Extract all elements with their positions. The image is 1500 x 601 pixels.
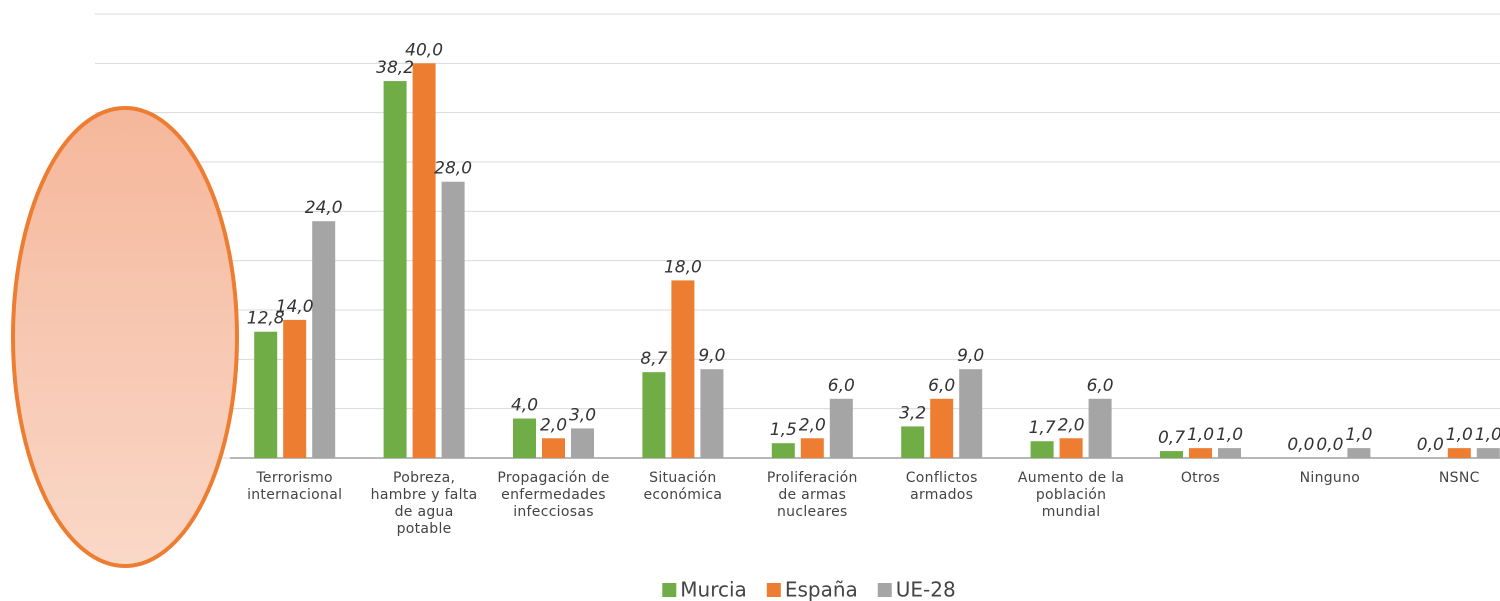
data-label: 0,0: [1417, 435, 1444, 455]
x-tick-label: Aumento de la población mundial: [1017, 470, 1125, 520]
bar: [1189, 448, 1212, 458]
data-label: 0,7: [1158, 428, 1185, 448]
data-label: 12,8: [247, 309, 285, 329]
bar: [441, 181, 465, 458]
bar: [312, 221, 336, 458]
bar: [383, 81, 407, 459]
data-label: 24,0: [305, 198, 343, 218]
legend-swatch: [766, 583, 781, 597]
data-label: 0,0: [1316, 435, 1343, 455]
bar: [930, 398, 954, 458]
data-label: 6,0: [928, 376, 955, 396]
data-label: 6,0: [828, 376, 855, 396]
bar: [1088, 398, 1112, 458]
data-label: 1,0: [1446, 425, 1473, 445]
legend-swatch: [662, 583, 677, 597]
data-label: 0,0: [1287, 435, 1314, 455]
bar: [1347, 448, 1371, 458]
x-tick-label: Propagación de enfermedades infecciosas: [497, 470, 610, 520]
x-tick-label: Terrorismo internacional: [247, 470, 343, 503]
bar: [571, 428, 594, 458]
data-label: 1,0: [1187, 425, 1214, 445]
highlight-ellipse: [11, 106, 239, 568]
bar: [800, 438, 824, 458]
bar: [771, 443, 795, 458]
bar: [1476, 448, 1500, 458]
data-label: 1,0: [1216, 425, 1243, 445]
x-tick-label: NSNC: [1438, 470, 1480, 486]
x-tick-label: Situación económica: [643, 470, 723, 503]
bar: [542, 438, 565, 458]
bar: [1030, 441, 1054, 458]
data-label: 1,0: [1475, 425, 1500, 445]
bar: [283, 319, 307, 458]
data-label: 14,0: [276, 297, 314, 317]
bar: [1160, 451, 1183, 458]
bar: [1447, 448, 1471, 458]
bar: [959, 369, 983, 458]
bar: [829, 398, 853, 458]
data-label: 38,2: [376, 58, 414, 78]
x-tick-label: Conflictos armados: [905, 470, 978, 503]
data-label: 1,5: [770, 420, 797, 440]
x-tick-label: Otros: [1180, 470, 1221, 486]
data-label: 9,0: [957, 346, 984, 366]
bar: [412, 63, 436, 458]
bar: [254, 331, 278, 458]
x-tick-label: Pobreza, hambre y falta de agua potable: [370, 470, 478, 537]
data-label: 40,0: [405, 40, 443, 60]
x-tick-label: Ninguno: [1299, 470, 1361, 486]
bar: [901, 426, 925, 458]
data-label: 18,0: [664, 257, 702, 277]
data-label: 1,7: [1029, 418, 1056, 438]
data-label: 4,0: [511, 396, 538, 416]
legend-label: España: [785, 578, 858, 601]
data-label: 9,0: [698, 346, 725, 366]
legend-label: Murcia: [680, 578, 747, 601]
data-label: 2,0: [1058, 415, 1085, 435]
legend-label: UE-28: [896, 578, 956, 601]
bar: [700, 369, 724, 458]
bar: [642, 372, 666, 458]
data-label: 2,0: [799, 415, 826, 435]
bar: [671, 280, 695, 458]
data-label: 3,2: [899, 403, 926, 423]
bar: [1218, 448, 1241, 458]
data-label: 8,7: [640, 349, 667, 369]
legend-swatch: [877, 583, 892, 597]
x-tick-label: Proliferación de armas nucleares: [766, 470, 858, 520]
bar: [513, 418, 536, 458]
data-label: 3,0: [569, 405, 596, 425]
data-label: 2,0: [540, 415, 567, 435]
bar: [1059, 438, 1083, 458]
data-label: 6,0: [1087, 376, 1114, 396]
data-label: 28,0: [434, 159, 472, 179]
data-label: 1,0: [1345, 425, 1372, 445]
